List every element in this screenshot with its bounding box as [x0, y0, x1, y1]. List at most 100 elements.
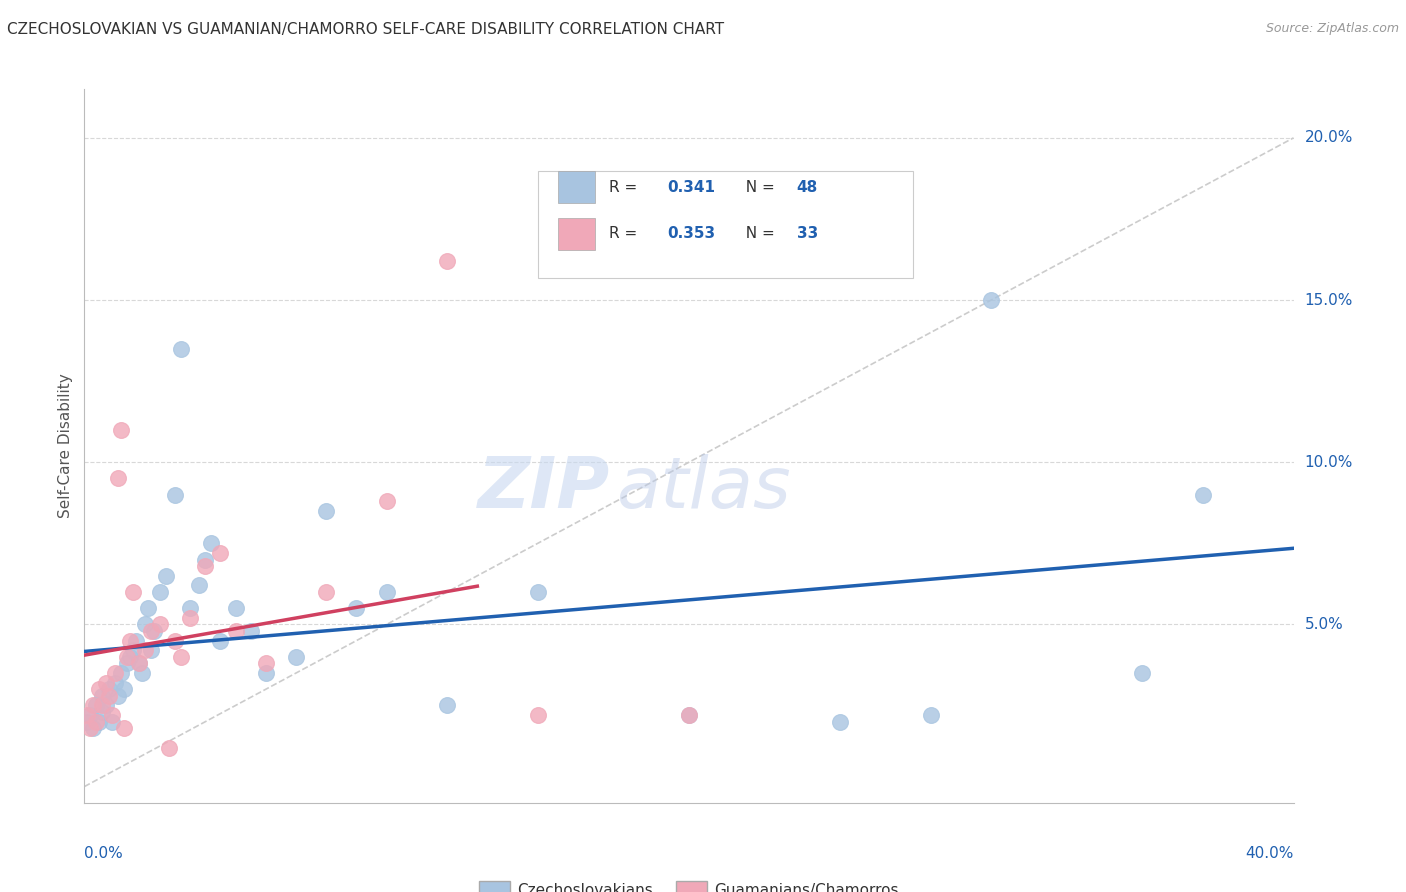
Point: [170, 649, 193, 664]
Point: [375, 494, 398, 508]
Point: [142, 624, 165, 638]
FancyBboxPatch shape: [558, 218, 595, 250]
Point: [315, 585, 337, 599]
Point: [91, 705, 114, 719]
Point: [163, 633, 186, 648]
Text: R =: R =: [609, 180, 643, 194]
Point: [128, 657, 150, 671]
Point: [86, 698, 108, 713]
Point: [97, 682, 120, 697]
Text: N =: N =: [737, 227, 780, 241]
Point: [194, 552, 217, 566]
Point: [94, 698, 117, 713]
Text: 5.0%: 5.0%: [1305, 617, 1343, 632]
Point: [107, 471, 129, 485]
Point: [1130, 666, 1153, 681]
Point: [179, 601, 201, 615]
Point: [526, 585, 548, 599]
Text: CZECHOSLOVAKIAN VS GUAMANIAN/CHAMORRO SELF-CARE DISABILITY CORRELATION CHART: CZECHOSLOVAKIAN VS GUAMANIAN/CHAMORRO SE…: [7, 22, 724, 37]
Point: [149, 617, 172, 632]
Point: [100, 714, 122, 729]
Point: [678, 708, 700, 723]
Point: [1191, 488, 1213, 502]
Point: [284, 649, 308, 664]
Point: [112, 682, 135, 697]
Text: atlas: atlas: [616, 454, 792, 524]
Point: [678, 708, 700, 723]
Point: [254, 657, 277, 671]
Point: [110, 666, 132, 681]
Point: [254, 666, 277, 681]
Point: [179, 611, 201, 625]
Text: 0.353: 0.353: [668, 227, 716, 241]
Point: [125, 633, 148, 648]
Text: 0.341: 0.341: [668, 180, 716, 194]
Point: [121, 643, 143, 657]
Point: [104, 666, 127, 681]
FancyBboxPatch shape: [538, 171, 912, 278]
Point: [188, 578, 211, 592]
Text: R =: R =: [609, 227, 643, 241]
Point: [526, 708, 548, 723]
Point: [79, 721, 101, 735]
Point: [436, 698, 458, 713]
Point: [136, 601, 159, 615]
Point: [134, 617, 156, 632]
Point: [225, 601, 247, 615]
Text: 15.0%: 15.0%: [1305, 293, 1353, 308]
Point: [170, 342, 193, 356]
Text: 40.0%: 40.0%: [1246, 846, 1294, 861]
Point: [82, 698, 104, 713]
Text: N =: N =: [737, 180, 780, 194]
Point: [139, 643, 162, 657]
Point: [225, 624, 247, 638]
Text: 0.0%: 0.0%: [84, 846, 124, 861]
Point: [830, 714, 852, 729]
Point: [209, 633, 232, 648]
Text: 48: 48: [797, 180, 818, 194]
Point: [436, 254, 458, 268]
Point: [375, 585, 398, 599]
Point: [118, 633, 141, 648]
Point: [112, 721, 135, 735]
Point: [157, 740, 180, 755]
Text: 20.0%: 20.0%: [1305, 130, 1353, 145]
Point: [121, 585, 143, 599]
FancyBboxPatch shape: [558, 171, 595, 203]
Point: [980, 293, 1002, 307]
Point: [163, 488, 186, 502]
Point: [346, 601, 368, 615]
Point: [194, 559, 217, 574]
Point: [209, 546, 232, 560]
Point: [104, 675, 127, 690]
Point: [86, 714, 108, 729]
Point: [134, 643, 156, 657]
Point: [155, 568, 177, 582]
Point: [131, 666, 153, 681]
Point: [118, 649, 141, 664]
Y-axis label: Self-Care Disability: Self-Care Disability: [58, 374, 73, 518]
Point: [200, 536, 222, 550]
Point: [82, 721, 104, 735]
Text: Source: ZipAtlas.com: Source: ZipAtlas.com: [1265, 22, 1399, 36]
Point: [97, 689, 120, 703]
Point: [76, 708, 98, 723]
Point: [100, 708, 122, 723]
Point: [115, 657, 138, 671]
Text: 33: 33: [797, 227, 818, 241]
Point: [110, 423, 132, 437]
Point: [115, 649, 138, 664]
Point: [91, 689, 114, 703]
Point: [89, 682, 111, 697]
Point: [315, 504, 337, 518]
Point: [79, 708, 101, 723]
Point: [94, 675, 117, 690]
Point: [239, 624, 262, 638]
Point: [149, 585, 172, 599]
Text: 10.0%: 10.0%: [1305, 455, 1353, 470]
Text: ZIP: ZIP: [478, 454, 610, 524]
Point: [76, 714, 98, 729]
Point: [920, 708, 942, 723]
Point: [89, 714, 111, 729]
Point: [91, 698, 114, 713]
